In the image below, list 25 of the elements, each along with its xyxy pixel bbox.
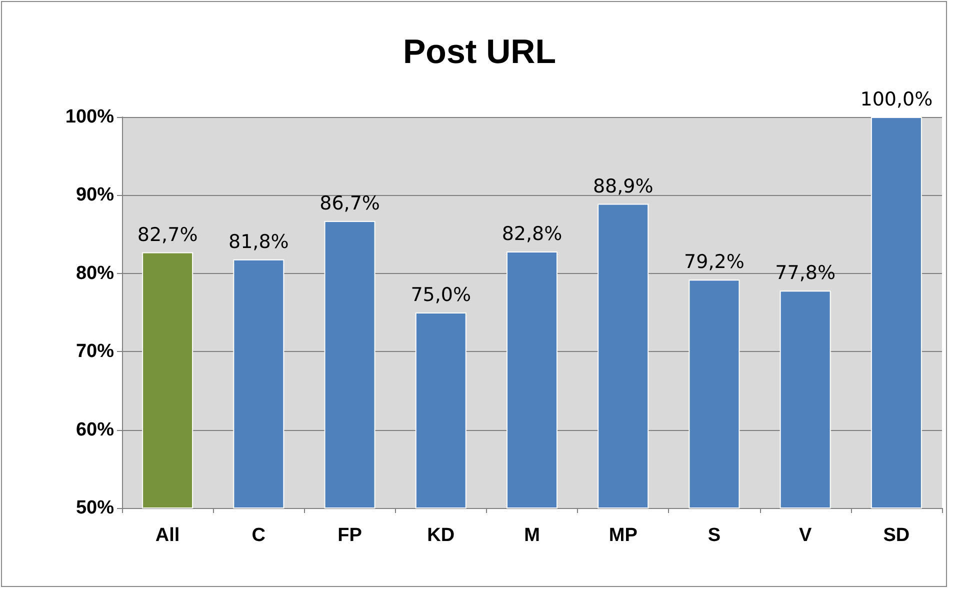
data-label: 79,2% bbox=[684, 251, 744, 274]
x-tick-label: FP bbox=[338, 525, 362, 546]
data-label: 82,7% bbox=[137, 224, 198, 246]
x-tick-label: V bbox=[798, 525, 812, 546]
x-tick-label: S bbox=[708, 525, 721, 546]
data-label: 82,8% bbox=[502, 223, 562, 246]
x-tick-label: C bbox=[252, 525, 266, 546]
x-tick-label: MP bbox=[608, 525, 638, 546]
data-label: 75,0% bbox=[410, 284, 472, 306]
y-tick-label: 70% bbox=[76, 341, 114, 362]
y-tick-label: 100% bbox=[65, 106, 114, 128]
x-tick-label: All bbox=[155, 525, 180, 546]
y-tick-label: 50% bbox=[76, 498, 114, 518]
y-tick-label: 60% bbox=[76, 419, 114, 440]
y-tick-label: 90% bbox=[76, 184, 114, 206]
y-tick-label: 80% bbox=[76, 262, 114, 284]
data-label: 77,8% bbox=[775, 262, 836, 284]
x-tick-label: KD bbox=[427, 525, 455, 546]
chart-title: Post URL bbox=[403, 33, 556, 71]
x-tick-label: SD bbox=[883, 525, 910, 546]
data-label: 88,9% bbox=[592, 175, 654, 198]
data-label: 86,7% bbox=[320, 192, 380, 215]
data-label: 81,8% bbox=[228, 230, 289, 253]
x-tick-label: M bbox=[524, 525, 540, 546]
data-label: 100,0% bbox=[860, 88, 933, 110]
